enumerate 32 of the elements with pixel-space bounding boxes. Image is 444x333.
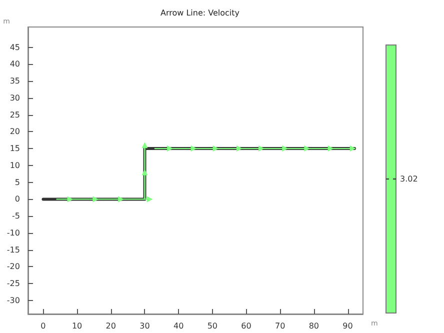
point (142, 142, 148, 148)
x-tick-label: 70 (275, 322, 286, 330)
y-tick-label: 25 (10, 110, 20, 120)
y-tick-label: 35 (10, 76, 20, 86)
point (67, 196, 74, 202)
chart-title: Arrow Line: Velocity (160, 8, 240, 18)
y-tick-label: -25 (6, 279, 20, 288)
point (146, 196, 153, 202)
x-tick-label: 50 (207, 322, 218, 330)
y-tick-label: 10 (10, 160, 20, 170)
y-tick-label: 40 (10, 60, 20, 69)
x-tick-label: 40 (173, 322, 184, 330)
x-tick-label: 10 (72, 322, 82, 330)
x-tick-label: 60 (241, 322, 252, 330)
x-tick-label: 0 (40, 322, 46, 330)
y-tick-label: -10 (6, 228, 20, 238)
x-tick-label: 80 (308, 322, 320, 330)
y-tick-label: 15 (10, 144, 20, 154)
y-tick-label: -5 (12, 212, 20, 221)
y-tick-label: -30 (6, 296, 20, 305)
y-tick-label: -20 (6, 262, 20, 272)
x-tick-label: 90 (342, 322, 353, 330)
y-tick-label: 30 (10, 93, 20, 102)
y-tick-label: 45 (10, 42, 20, 52)
y-tick-label: -15 (6, 245, 20, 254)
y-tick-label: 5 (14, 178, 20, 187)
text: 3.02 (400, 174, 418, 184)
point (350, 146, 356, 152)
y-tick-label: 20 (10, 127, 20, 136)
x-tick-label: 20 (106, 322, 116, 330)
y-tick-label: 0 (14, 194, 20, 204)
x-tick-label: 30 (140, 322, 150, 330)
